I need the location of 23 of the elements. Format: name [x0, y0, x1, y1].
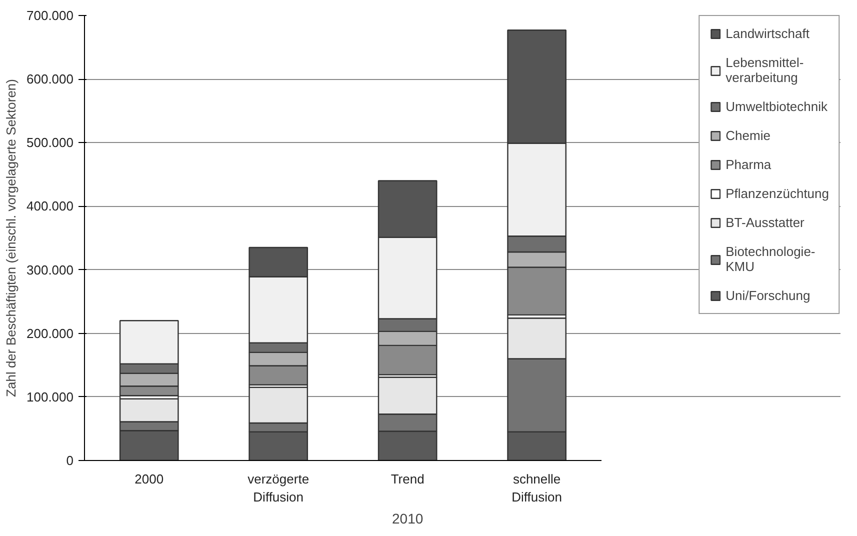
- y-tick-label: 100.000: [26, 389, 74, 404]
- legend-label: Uni/Forschung: [726, 288, 810, 303]
- legend-label: Pharma: [726, 157, 772, 172]
- text: 2010: [392, 510, 424, 526]
- legend-label: Umweltbiotechnik: [726, 99, 828, 114]
- legend-label: Pflanzenzüchtung: [726, 186, 829, 201]
- legend-label: Chemie: [726, 128, 770, 143]
- y-tick-label: 300.000: [26, 262, 74, 278]
- y-tick-label: 200.000: [26, 326, 74, 341]
- y-axis-title: Zahl der Beschäftigten (einschl. vorgelagerte Sektoren): [4, 79, 19, 397]
- y-tick-label: 400.000: [26, 198, 74, 214]
- y-tick-label: 500.000: [26, 135, 74, 150]
- y-tick-label: 600.000: [26, 72, 74, 87]
- y-tick-label: 0: [66, 453, 74, 468]
- y-tick-label: 700.000: [26, 8, 74, 23]
- legend-label: Lebensmittel- verarbeitung: [726, 55, 804, 85]
- x-tick-label: 2000: [134, 472, 164, 486]
- x-tick-label: verzögerte Diffusion: [248, 472, 310, 504]
- legend-label: BT-Ausstatter: [726, 215, 804, 230]
- legend-label: Biotechnologie- KMU: [726, 244, 816, 274]
- x-tick-label: Trend: [390, 472, 424, 486]
- legend-label: Landwirtschaft: [726, 26, 810, 41]
- x-tick-label: schnelle Diffusion: [512, 472, 562, 504]
